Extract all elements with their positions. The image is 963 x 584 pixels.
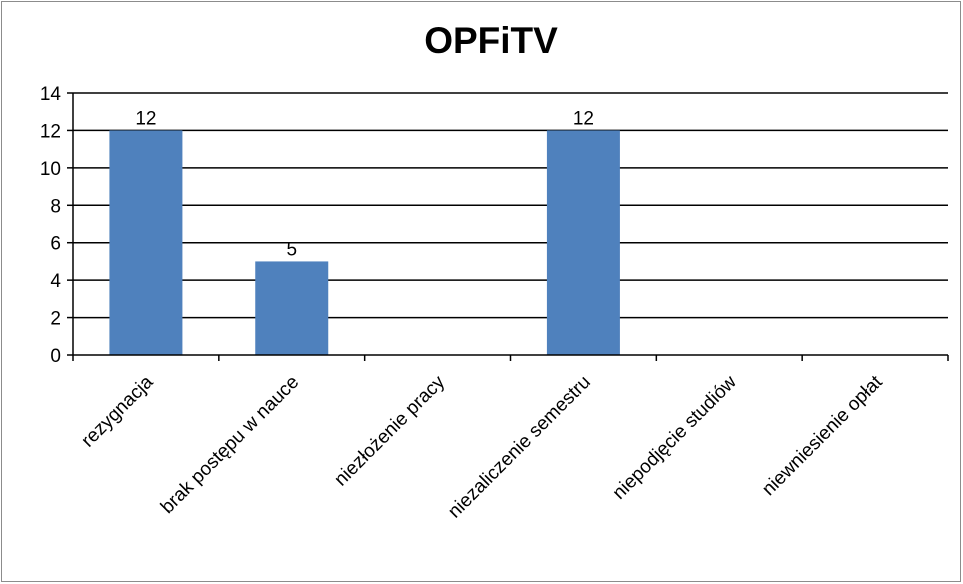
y-tick-label: 10	[40, 159, 61, 180]
category-labels: rezygnacja brak postępu w nauce niezłożeni…	[78, 371, 887, 522]
category-label: rezygnacja	[78, 371, 158, 451]
bars	[109, 130, 620, 355]
chart-title: OPFiTV	[424, 20, 558, 61]
data-label: 12	[135, 108, 156, 129]
y-tick-label: 14	[40, 84, 62, 105]
y-tick-label: 2	[50, 309, 61, 330]
y-tick-label: 4	[50, 271, 61, 292]
axes	[72, 93, 948, 356]
data-labels: 12 5 12	[135, 108, 594, 260]
category-label: niepodjęcie studiów	[609, 371, 741, 503]
data-label: 5	[286, 239, 297, 260]
category-label: niewniesienie opłat	[758, 371, 887, 500]
y-tick-label: 12	[40, 121, 61, 142]
bar	[109, 130, 183, 355]
bar	[546, 130, 620, 355]
category-label: niezaliczenie semestru	[444, 372, 595, 523]
category-label: niezłożenie pracy	[330, 371, 449, 490]
y-tick-labels: 0 2 4 6 8 10 12 14	[40, 84, 62, 367]
bar	[255, 261, 329, 355]
y-tick-label: 8	[50, 196, 61, 217]
gridlines	[67, 92, 949, 361]
category-label: brak postępu w nauce	[157, 372, 303, 518]
y-tick-label: 6	[50, 234, 61, 255]
y-tick-label: 0	[50, 346, 61, 367]
data-label: 12	[573, 108, 594, 129]
